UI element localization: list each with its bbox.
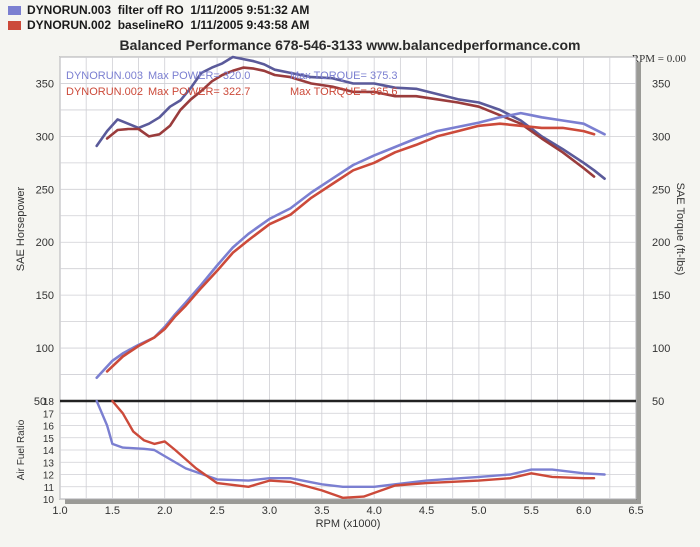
legend-run-desc: filter off RO [117, 3, 184, 17]
y-tick-label-left: 350 [36, 78, 54, 90]
legend-run-name: DYNORUN.003 [27, 3, 112, 17]
afr-tick-label: 15 [43, 434, 55, 445]
y-tick-label-right: 50 [652, 396, 664, 408]
x-tick-label: 2.5 [209, 505, 224, 517]
legend-run-desc: baselineRO [117, 18, 184, 32]
legend-row-run002: DYNORUN.002 baselineRO 1/11/2005 9:43:58… [8, 17, 309, 33]
afr-tick-label: 14 [43, 446, 55, 457]
afr-tick-label: 13 [43, 458, 55, 469]
series-line-dynorun.002-power [105, 122, 596, 373]
legend-run-date: 1/11/2005 [190, 3, 244, 17]
afr-tick-label: 18 [43, 397, 55, 408]
x-tick-label: 3.0 [262, 505, 277, 517]
legend-swatch-run002 [8, 20, 21, 30]
x-tick-label: 4.0 [367, 505, 382, 517]
annotation-torque: Max TORQUE= 375.3 [290, 70, 398, 82]
series-line-dynorun.002-torque [105, 66, 596, 178]
legend-run-time: 9:43:58 AM [246, 18, 310, 32]
y-tick-label-left: 150 [36, 290, 54, 302]
series-line-dynorun.003-power [95, 111, 606, 379]
annotation-power: Max POWER= 322.7 [148, 86, 250, 98]
annotation-power: Max POWER= 320.0 [148, 70, 250, 82]
annotation-run-name: DYNORUN.003 [66, 70, 143, 82]
afr-axis-label: Air Fuel Ratio [16, 419, 27, 480]
x-tick-label: 1.5 [105, 505, 120, 517]
x-tick-label: 2.0 [157, 505, 172, 517]
y-tick-label-left: 50 [34, 396, 46, 408]
legend-run-date: 1/11/2005 [190, 18, 244, 32]
y-tick-label-right: 200 [652, 237, 670, 249]
y-tick-label-right: 100 [652, 343, 670, 355]
annotation-torque: Max TORQUE= 365.6 [290, 86, 398, 98]
afr-line-dynorun.002 [111, 399, 596, 499]
x-axis-label: RPM (x1000) [316, 518, 381, 530]
series-layer [95, 55, 606, 499]
x-tick-label: 5.5 [524, 505, 539, 517]
x-tick-label: 6.5 [628, 505, 643, 517]
legend-row-run003: DYNORUN.003 filter off RO 1/11/2005 9:51… [8, 2, 309, 18]
rpm-readout: RPM = 0.00 [631, 53, 686, 65]
legend-swatch-run003 [8, 5, 21, 15]
y-tick-label-left: 250 [36, 184, 54, 196]
y-tick-label-left: 300 [36, 131, 54, 143]
afr-line-dynorun.003 [95, 399, 606, 488]
legend-run-name: DYNORUN.002 [27, 18, 112, 32]
y-tick-label-right: 300 [652, 131, 670, 143]
legend-run-time: 9:51:32 AM [246, 3, 310, 17]
x-tick-label: 5.0 [471, 505, 486, 517]
x-tick-label: 6.0 [576, 505, 591, 517]
axis-labels: 100 150 200 250 300 350 50 100 150 200 250 300 350 50… [15, 78, 686, 530]
afr-tick-label: 12 [43, 471, 55, 482]
y-tick-label-left: 100 [36, 343, 54, 355]
y-tick-label-right: 350 [652, 78, 670, 90]
x-tick-label: 4.5 [419, 505, 434, 517]
x-tick-label: 3.5 [314, 505, 329, 517]
afr-tick-label: 11 [44, 483, 55, 494]
y-tick-label-left: 200 [36, 237, 54, 249]
y-tick-label-right: 250 [652, 184, 670, 196]
afr-tick-label: 16 [43, 422, 55, 433]
annotation-run-name: DYNORUN.002 [66, 86, 143, 98]
afr-tick-label: 17 [43, 409, 55, 420]
x-tick-label: 1.0 [52, 505, 67, 517]
afr-tick-label: 10 [43, 495, 55, 506]
max-annotations: DYNORUN.003 Max POWER= 320.0 Max TORQUE= 3… [66, 70, 398, 98]
y-axis-label-right: SAE Torque (ft-lbs) [674, 183, 686, 276]
y-tick-label-right: 150 [652, 290, 670, 302]
chart-title: Balanced Performance 678-546-3133 www.ba… [119, 37, 581, 53]
y-axis-label-left: SAE Horsepower [15, 186, 27, 271]
series-line-dynorun.003-torque [95, 55, 606, 180]
